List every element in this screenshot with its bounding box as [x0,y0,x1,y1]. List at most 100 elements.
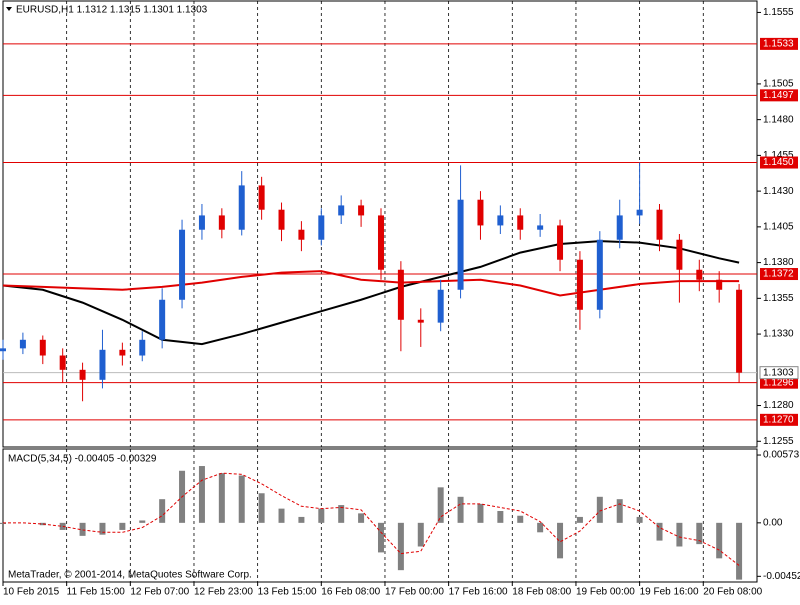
level-box [760,89,798,102]
candle-body [616,215,623,240]
level-box [760,376,798,389]
candle-body [338,205,345,216]
macd-bar [218,473,225,523]
candle-body [736,289,743,373]
macd-bar [557,522,564,559]
candle-body [397,269,404,320]
macd-bar [0,522,6,525]
macd-bar [696,522,703,545]
candle-body [636,209,643,216]
y-tick-label: 1.1380 [763,257,794,268]
menu-triangle[interactable] [6,7,12,11]
macd-bar [39,522,46,526]
x-tick-label: 19 Feb 16:00 [640,587,699,598]
candle-body [79,369,86,380]
y-tick-label: 0.00 [763,517,783,528]
x-tick-label: 20 Feb 08:00 [703,587,762,598]
candle-body [537,225,544,230]
macd-bar [537,522,544,533]
y-tick-label: 1.1355 [763,293,794,304]
macd-bar [377,522,384,553]
x-tick-label: 17 Feb 16:00 [449,587,508,598]
candle-body [59,355,66,370]
macd-bar [477,503,484,523]
x-tick-label: 11 Feb 15:00 [67,587,126,598]
candle-body [716,279,723,290]
candle-body [0,348,6,352]
macd-bar [278,508,285,523]
macd-bar [676,522,683,547]
y-tick-label: 0.00573 [763,450,800,461]
level-label: 1.1533 [763,39,794,50]
candle-body [358,205,365,216]
candle-body [19,339,26,349]
macd-bar [437,487,444,523]
macd-title: MACD(5,34,5) -0.00405 -0.00329 [8,454,157,465]
moving-average [2,270,740,297]
candle-body [238,185,245,230]
y-tick-label: -0.00452 [763,571,800,582]
level-label: 1.1270 [763,414,794,425]
x-tick-label: 19 Feb 00:00 [576,587,635,598]
macd-bar [298,516,305,523]
candle-body [298,229,305,240]
macd-bar [457,496,464,523]
signal-line [3,472,740,566]
candle-body [258,185,265,210]
macd-bar [159,499,166,523]
x-tick-label: 17 Feb 00:00 [385,587,444,598]
macd-bar [119,522,126,530]
x-tick-label: 10 Feb 2015 [3,587,60,598]
moving-average [2,240,740,346]
y-tick-label: 1.1280 [763,400,794,411]
level-box [760,156,798,169]
candle-body [557,225,564,260]
candle-body [99,349,106,380]
macd-bar [616,499,623,523]
candle-body [676,239,683,270]
candle-body [437,289,444,323]
y-tick-label: 1.1505 [763,79,794,90]
candle-body [318,215,325,240]
y-tick-label: 1.1480 [763,114,794,125]
candle-body [377,215,384,270]
macd-bar [397,522,404,571]
candle-body [596,239,603,310]
candle-body [457,199,464,290]
macd-bar [318,508,325,523]
level-box [760,37,798,50]
candle-body [497,215,504,226]
macd-bar [736,522,743,580]
macd-bar [417,522,424,547]
candle-body [278,209,285,230]
macd-frame [2,448,758,583]
x-tick-label: 16 Feb 08:00 [321,587,380,598]
macd-bar [79,522,86,536]
macd-bar [358,513,365,523]
candle-body [417,319,424,323]
y-tick-label: 1.1555 [763,7,794,18]
candle-body [179,229,186,300]
macd-bar [258,493,265,523]
macd-bar [576,516,583,523]
macd-bar [338,505,345,523]
macd-bar [716,522,723,559]
candle-body [119,349,126,356]
candle-body [159,299,166,340]
macd-bar [139,520,146,523]
macd-bar [198,466,205,523]
macd-bar [517,515,524,523]
candle-body [218,215,225,230]
level-label: 1.1497 [763,90,794,101]
macd-bar [238,475,245,523]
candle-body [477,199,484,226]
x-tick-label: 18 Feb 08:00 [512,587,571,598]
y-tick-label: 1.1255 [763,436,794,447]
level-box [760,268,798,281]
candle-body [656,209,663,240]
macd-bar [497,511,504,523]
level-box [760,413,798,426]
macd-bar [636,516,643,523]
level-label: 1.1372 [763,269,794,280]
